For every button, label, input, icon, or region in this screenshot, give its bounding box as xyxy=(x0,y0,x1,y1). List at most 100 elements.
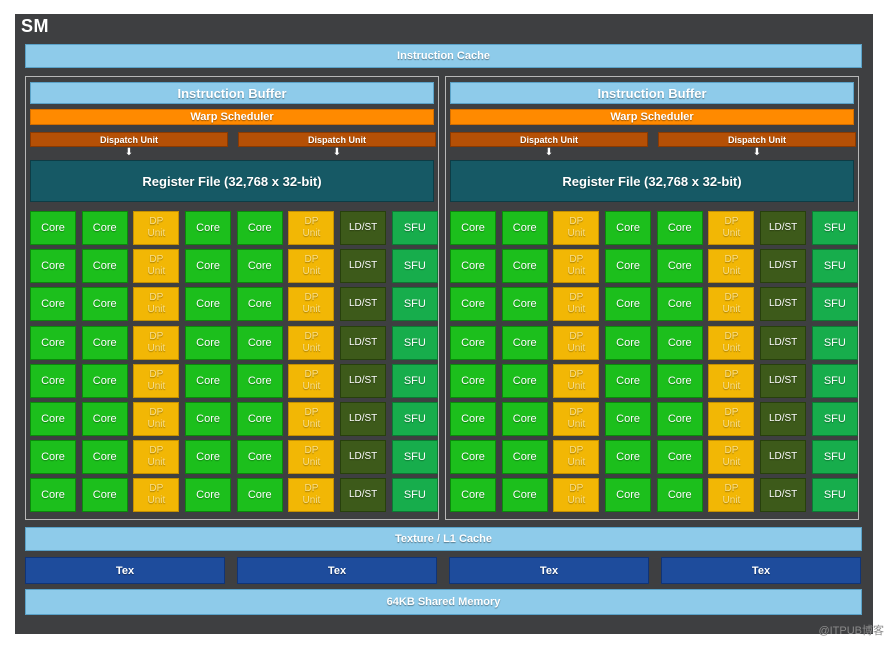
sfu-unit: SFU xyxy=(811,249,858,284)
ld-st-unit: LD/ST xyxy=(760,363,807,398)
shared-memory: 64KB Shared Memory xyxy=(25,589,862,615)
dp-unit: DP Unit xyxy=(288,325,335,360)
sfu-unit: SFU xyxy=(391,211,438,245)
dispatch-unit: Dispatch Unit xyxy=(238,132,436,147)
dp-unit: DP Unit xyxy=(553,440,600,475)
warp-scheduler: Warp Scheduler xyxy=(450,109,854,125)
core-unit: Core xyxy=(236,249,283,284)
register-file: Register File (32,768 x 32-bit) xyxy=(30,160,434,202)
core-unit: Core xyxy=(501,478,548,513)
ld-st-unit: LD/ST xyxy=(340,363,387,398)
tex-unit: Tex xyxy=(449,557,649,584)
core-unit: Core xyxy=(185,249,232,284)
dispatch-unit: Dispatch Unit xyxy=(450,132,648,147)
dp-unit: DP Unit xyxy=(708,325,755,360)
texture-l1-cache: Texture / L1 Cache xyxy=(25,527,862,551)
ld-st-unit: LD/ST xyxy=(760,287,807,322)
unit-grid: Core Core DP Unit Core Core DP Unit LD/ST SFU Co… xyxy=(450,211,858,515)
core-unit: Core xyxy=(605,440,652,475)
dp-unit: DP Unit xyxy=(708,211,755,245)
core-unit: Core xyxy=(236,478,283,513)
core-unit: Core xyxy=(501,363,548,398)
sm-block: SM Instruction Cache Instruction Buffer … xyxy=(15,14,873,634)
ld-st-unit: LD/ST xyxy=(340,401,387,436)
dp-unit: DP Unit xyxy=(288,249,335,284)
dp-unit: DP Unit xyxy=(133,249,180,284)
core-unit: Core xyxy=(501,211,548,245)
ld-st-unit: LD/ST xyxy=(760,211,807,245)
tex-unit: Tex xyxy=(237,557,437,584)
core-unit: Core xyxy=(450,478,496,513)
dp-unit: DP Unit xyxy=(133,325,180,360)
instruction-buffer: Instruction Buffer xyxy=(30,82,434,104)
core-unit: Core xyxy=(656,325,703,360)
core-unit: Core xyxy=(605,211,652,245)
dp-unit: DP Unit xyxy=(133,440,180,475)
dp-unit: DP Unit xyxy=(288,401,335,436)
dp-unit: DP Unit xyxy=(708,249,755,284)
ld-st-unit: LD/ST xyxy=(760,478,807,513)
ld-st-unit: LD/ST xyxy=(760,401,807,436)
ld-st-unit: LD/ST xyxy=(340,287,387,322)
dispatch-unit: Dispatch Unit xyxy=(30,132,228,147)
dp-unit: DP Unit xyxy=(133,287,180,322)
dp-unit: DP Unit xyxy=(708,440,755,475)
arrow-down-icon: ⬇ xyxy=(124,147,134,158)
sfu-unit: SFU xyxy=(811,287,858,322)
core-unit: Core xyxy=(450,325,496,360)
warp-scheduler: Warp Scheduler xyxy=(30,109,434,125)
core-unit: Core xyxy=(656,211,703,245)
core-unit: Core xyxy=(236,401,283,436)
arrow-down-icon: ⬇ xyxy=(752,147,762,158)
unit-grid: Core Core DP Unit Core Core DP Unit LD/ST SFU Co… xyxy=(30,211,438,515)
core-unit: Core xyxy=(236,363,283,398)
sfu-unit: SFU xyxy=(811,440,858,475)
core-unit: Core xyxy=(450,211,496,245)
core-unit: Core xyxy=(656,440,703,475)
sfu-unit: SFU xyxy=(391,440,438,475)
sfu-unit: SFU xyxy=(391,363,438,398)
core-unit: Core xyxy=(185,401,232,436)
core-unit: Core xyxy=(81,440,128,475)
dp-unit: DP Unit xyxy=(288,478,335,513)
ld-st-unit: LD/ST xyxy=(340,325,387,360)
core-unit: Core xyxy=(30,211,76,245)
core-unit: Core xyxy=(236,211,283,245)
core-unit: Core xyxy=(30,363,76,398)
core-unit: Core xyxy=(501,325,548,360)
core-unit: Core xyxy=(236,325,283,360)
dp-unit: DP Unit xyxy=(133,478,180,513)
dp-unit: DP Unit xyxy=(553,211,600,245)
dp-unit: DP Unit xyxy=(708,363,755,398)
core-unit: Core xyxy=(81,249,128,284)
core-unit: Core xyxy=(30,249,76,284)
dp-unit: DP Unit xyxy=(288,363,335,398)
core-unit: Core xyxy=(501,401,548,436)
core-unit: Core xyxy=(605,363,652,398)
core-unit: Core xyxy=(30,287,76,322)
dp-unit: DP Unit xyxy=(133,211,180,245)
processing-block-right: Instruction Buffer Warp Scheduler Dispat… xyxy=(445,76,859,520)
core-unit: Core xyxy=(81,363,128,398)
watermark: @ITPUB博客 xyxy=(818,625,884,637)
core-unit: Core xyxy=(185,363,232,398)
core-unit: Core xyxy=(236,287,283,322)
core-unit: Core xyxy=(656,287,703,322)
core-unit: Core xyxy=(81,211,128,245)
core-unit: Core xyxy=(656,363,703,398)
core-unit: Core xyxy=(450,401,496,436)
ld-st-unit: LD/ST xyxy=(340,440,387,475)
ld-st-unit: LD/ST xyxy=(760,249,807,284)
core-unit: Core xyxy=(501,249,548,284)
core-unit: Core xyxy=(605,287,652,322)
core-unit: Core xyxy=(450,363,496,398)
dp-unit: DP Unit xyxy=(553,287,600,322)
core-unit: Core xyxy=(656,249,703,284)
sm-title: SM xyxy=(21,16,49,36)
core-unit: Core xyxy=(185,478,232,513)
core-unit: Core xyxy=(30,478,76,513)
arrow-down-icon: ⬇ xyxy=(332,147,342,158)
dp-unit: DP Unit xyxy=(708,287,755,322)
dp-unit: DP Unit xyxy=(708,478,755,513)
sfu-unit: SFU xyxy=(811,363,858,398)
